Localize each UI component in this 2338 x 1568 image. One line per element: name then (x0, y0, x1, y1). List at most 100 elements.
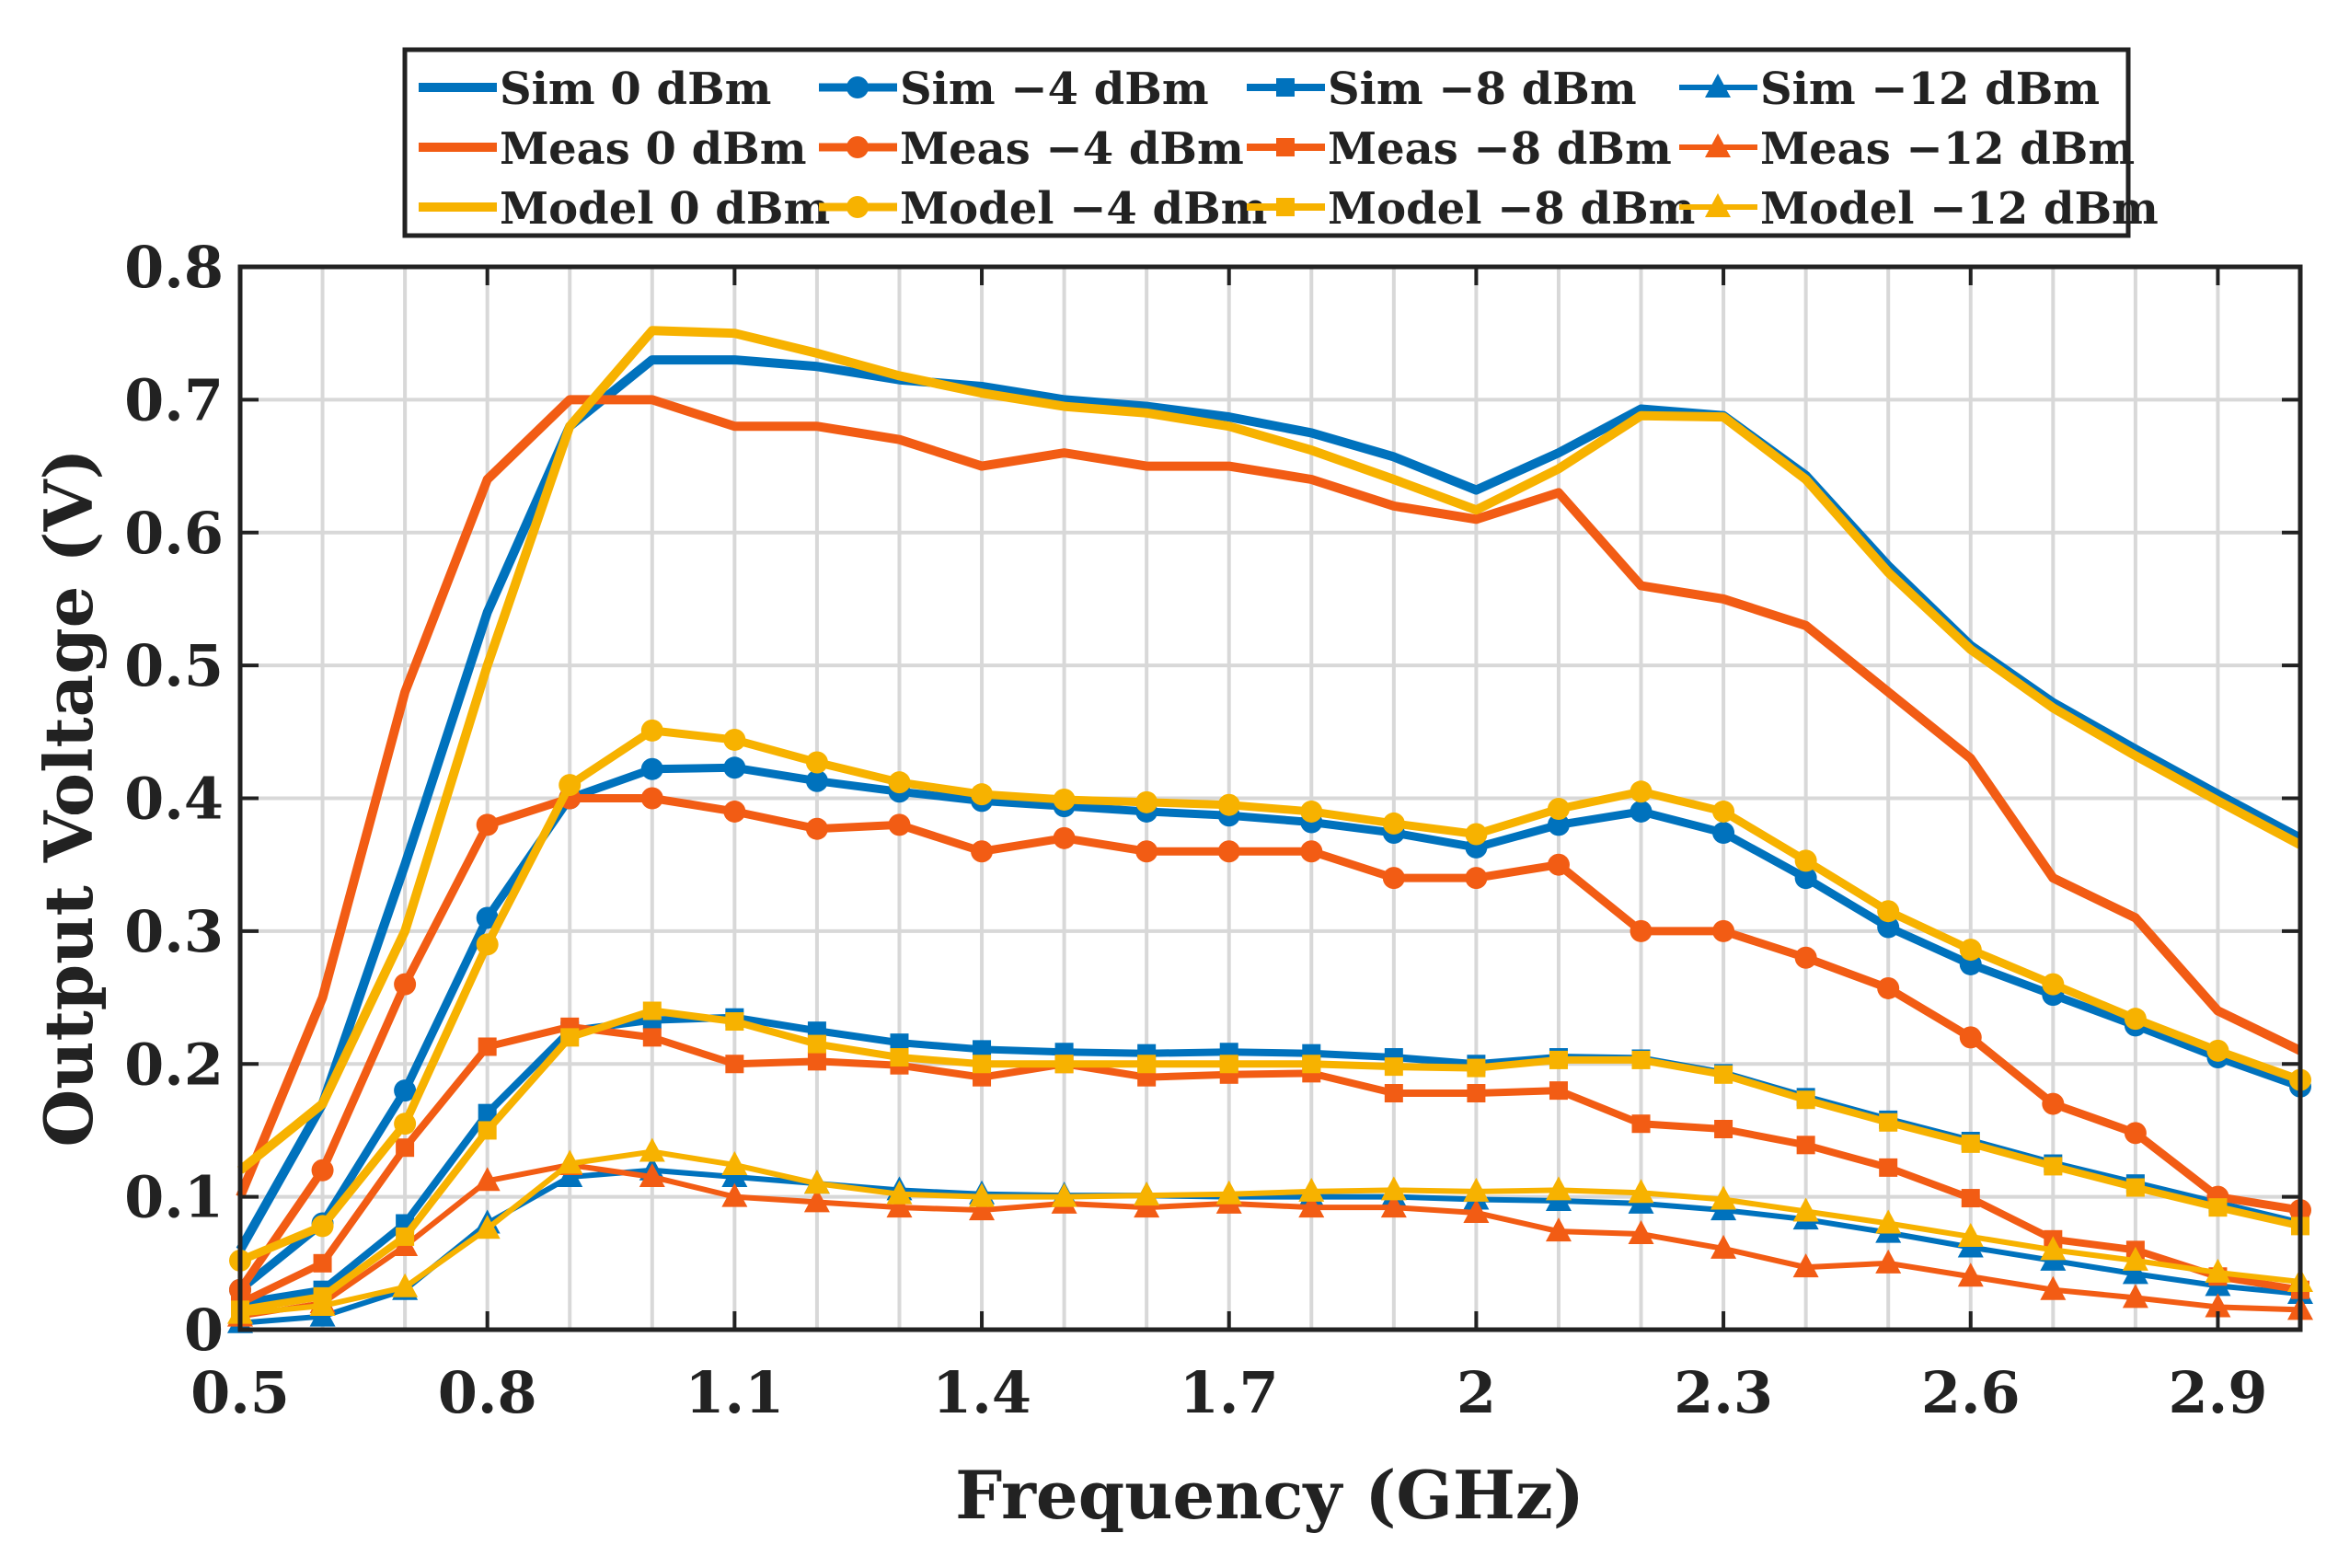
data-point (394, 1079, 417, 1102)
data-point (1298, 1177, 1325, 1202)
data-point (394, 1113, 417, 1136)
data-point (2042, 1092, 2065, 1115)
data-point (803, 1188, 830, 1213)
data-point (396, 1138, 415, 1158)
data-point (1467, 1058, 1486, 1078)
data-point (1796, 1136, 1815, 1155)
series-line (239, 1167, 2301, 1326)
data-point (721, 1150, 748, 1175)
data-point (2044, 1157, 2063, 1176)
x-tick-labels: 0.5 0.8 1.1 1.4 1.7 2 2.3 2.6 2.9 (190, 267, 2267, 1426)
series-meas-0-dbm (236, 395, 2303, 1199)
series-model-8-dbm (231, 1001, 2309, 1320)
data-point (639, 1162, 665, 1187)
data-point (476, 933, 499, 956)
data-point (2122, 1260, 2148, 1285)
data-point (725, 1012, 744, 1032)
y-tick-label: 0 (184, 1297, 224, 1364)
series-model-0-dbm (236, 326, 2303, 1174)
series-line (239, 1148, 2301, 1317)
data-point (1630, 780, 1653, 803)
legend-label: Sim −4 dBm (900, 63, 1209, 115)
data-point (969, 1182, 996, 1207)
data-point (723, 756, 746, 779)
series-line (236, 395, 2303, 1199)
data-point (888, 771, 911, 794)
series-line (239, 1007, 2301, 1314)
data-point (1959, 939, 1982, 962)
data-point (1463, 1177, 1490, 1202)
y-tick-label: 0.3 (124, 898, 224, 965)
y-axis-label: Output Voltage (V) (29, 448, 108, 1147)
data-point (1794, 849, 1817, 872)
data-point (1135, 840, 1158, 863)
legend-marker (1705, 133, 1731, 157)
legend-item: Meas 0 dBm (419, 123, 807, 175)
data-point (973, 1040, 992, 1059)
data-point (886, 1180, 913, 1205)
data-point (1545, 1176, 1572, 1201)
legend-item: Model −4 dBm (819, 183, 1267, 235)
legend: Sim 0 dBm Sim −4 dBm Sim −8 dBm Sim −12 dBm… (402, 47, 2159, 238)
data-point (1714, 1119, 1733, 1138)
legend-label: Meas −4 dBm (900, 123, 1244, 175)
data-point (1302, 1055, 1321, 1074)
x-tick-label: 2 (1457, 1359, 1496, 1426)
legend-marker (1705, 74, 1731, 98)
data-point (1382, 812, 1405, 835)
series-line (239, 1161, 2301, 1320)
data-point (1545, 1217, 1572, 1242)
legend-item: Sim −12 dBm (1679, 63, 2100, 115)
data-point (2124, 1122, 2147, 1145)
data-point (807, 1052, 826, 1071)
data-point (1792, 1253, 1819, 1278)
data-point (1467, 1084, 1486, 1103)
data-point (1957, 1222, 1984, 1247)
data-point (394, 973, 417, 996)
data-point (309, 1292, 336, 1317)
data-point (973, 1055, 992, 1074)
data-point (1217, 840, 1240, 863)
data-point (1631, 1114, 1651, 1134)
data-point (723, 800, 746, 823)
data-point (640, 719, 663, 742)
data-point (478, 1121, 497, 1140)
legend-label: Model 0 dBm (500, 183, 830, 235)
data-point (2124, 1008, 2147, 1031)
data-point (2205, 1293, 2231, 1318)
data-point (1300, 840, 1323, 863)
data-point (1053, 788, 1076, 811)
data-point (392, 1273, 419, 1297)
data-point (969, 1196, 996, 1221)
y-tick-labels: 0 0.1 0.2 0.3 0.4 0.5 0.6 0.7 0.8 (124, 234, 2300, 1364)
series-model-12-dbm (227, 1137, 2313, 1324)
legend-item: Sim −4 dBm (819, 63, 1209, 115)
data-point (1380, 1176, 1407, 1201)
data-point (476, 813, 499, 836)
data-point (1630, 800, 1653, 823)
data-point (1380, 1193, 1407, 1218)
data-point (311, 1159, 334, 1182)
data-point (642, 1001, 662, 1020)
data-point (1630, 919, 1653, 942)
data-point (1714, 1065, 1733, 1084)
data-point (2205, 1258, 2231, 1283)
legend-label: Model −4 dBm (900, 183, 1267, 235)
legend-label: Sim −8 dBm (1328, 63, 1637, 115)
x-tick-label: 2.9 (2169, 1359, 2268, 1426)
data-point (805, 769, 828, 792)
data-point (478, 1037, 497, 1056)
data-point (1879, 1158, 1898, 1177)
legend-marker (847, 76, 869, 98)
data-point (1877, 900, 1900, 923)
data-point (805, 817, 828, 840)
legend-marker (1276, 138, 1295, 156)
data-point (1961, 1134, 1980, 1153)
y-tick-label: 0.5 (124, 632, 224, 699)
data-point (1137, 1055, 1157, 1074)
data-point (805, 751, 828, 774)
legend-label: Sim 0 dBm (500, 63, 771, 115)
data-point (888, 813, 911, 836)
data-point (1384, 1084, 1403, 1103)
